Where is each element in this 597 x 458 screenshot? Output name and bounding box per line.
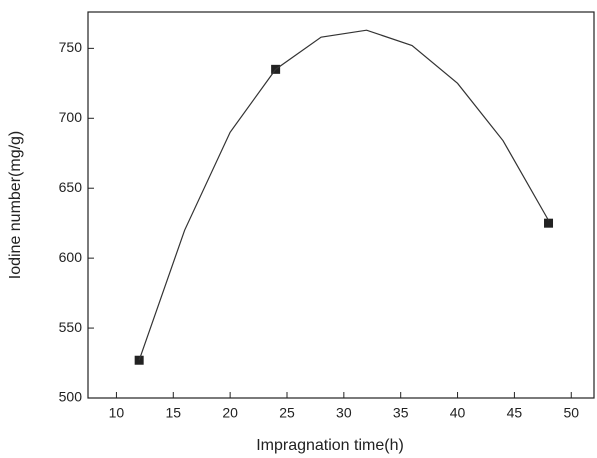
x-tick-label: 40 bbox=[450, 405, 466, 421]
x-tick-label: 50 bbox=[563, 405, 579, 421]
plot-frame bbox=[88, 12, 594, 398]
y-tick-label: 650 bbox=[59, 179, 83, 195]
y-tick-label: 550 bbox=[59, 319, 83, 335]
x-tick-label: 25 bbox=[279, 405, 295, 421]
y-tick-label: 600 bbox=[59, 249, 83, 265]
x-tick-label: 45 bbox=[507, 405, 523, 421]
y-tick-label: 700 bbox=[59, 109, 83, 125]
fit-line bbox=[139, 30, 548, 360]
y-tick-label: 750 bbox=[59, 39, 83, 55]
x-tick-label: 10 bbox=[109, 405, 125, 421]
x-tick-label: 15 bbox=[165, 405, 181, 421]
chart: Impragnation time(h) Iodine number(mg/g)… bbox=[0, 0, 597, 458]
x-tick-label: 20 bbox=[222, 405, 238, 421]
y-tick-label: 500 bbox=[59, 389, 83, 405]
y-axis-label: Iodine number(mg/g) bbox=[7, 131, 24, 280]
x-axis-label: Impragnation time(h) bbox=[256, 437, 404, 454]
x-tick-label: 35 bbox=[393, 405, 409, 421]
x-tick-label: 30 bbox=[336, 405, 352, 421]
